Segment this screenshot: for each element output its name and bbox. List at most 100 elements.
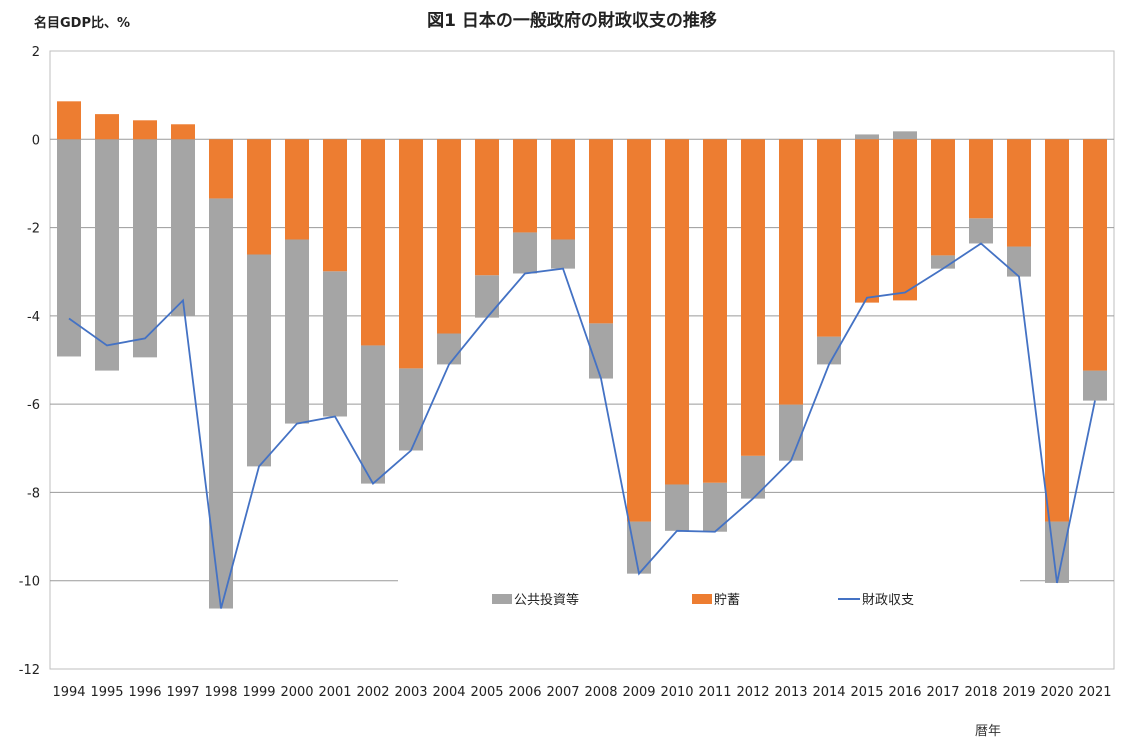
x-axis-label: 暦年 xyxy=(975,724,1002,739)
bar-savings xyxy=(1007,139,1031,247)
x-tick-label: 2013 xyxy=(774,685,807,700)
y-tick-label: -8 xyxy=(27,486,40,501)
bar-savings xyxy=(969,139,993,219)
bar-savings xyxy=(399,139,423,369)
y-tick-label: -12 xyxy=(19,663,40,678)
bar-savings xyxy=(361,139,385,346)
plot-border xyxy=(49,50,1115,670)
bar-savings xyxy=(817,139,841,337)
x-tick-label: 1999 xyxy=(242,685,275,700)
bar-savings xyxy=(627,139,651,522)
bar-savings xyxy=(1045,139,1069,522)
bar-public-investment xyxy=(475,275,499,318)
bar-public-investment xyxy=(589,323,613,379)
bar-public-investment xyxy=(323,271,347,417)
bar-public-investment xyxy=(855,134,879,140)
x-tick-label: 2015 xyxy=(850,685,883,700)
bar-public-investment xyxy=(1083,370,1107,401)
y-tick-label: -2 xyxy=(27,222,40,237)
x-tick-label: 2002 xyxy=(356,685,389,700)
legend-label: 財政収支 xyxy=(862,593,914,608)
y-tick-label: -4 xyxy=(27,310,40,325)
chart-title: 図1 日本の一般政府の財政収支の推移 xyxy=(427,11,717,31)
bar-public-investment xyxy=(1045,521,1069,583)
x-tick-label: 2003 xyxy=(394,685,427,700)
bar-savings xyxy=(57,101,81,140)
legend-label: 公共投資等 xyxy=(514,592,579,608)
x-tick-label: 2012 xyxy=(736,685,769,700)
x-tick-label: 2008 xyxy=(584,685,617,700)
legend-label: 貯蓄 xyxy=(714,593,740,608)
bar-savings xyxy=(95,114,119,140)
y-tick-label: 2 xyxy=(32,45,40,60)
bar-savings xyxy=(855,139,879,303)
bar-public-investment xyxy=(703,482,727,532)
bar-public-investment xyxy=(969,218,993,244)
y-axis-label: 名目GDP比、% xyxy=(34,16,131,31)
x-tick-label: 2005 xyxy=(470,685,503,700)
bar-public-investment xyxy=(893,131,917,140)
bar-savings xyxy=(513,139,537,233)
bar-public-investment xyxy=(665,484,689,531)
x-tick-label: 2011 xyxy=(698,685,731,700)
bar-public-investment xyxy=(1007,246,1031,277)
bar-public-investment xyxy=(779,404,803,461)
bar-public-investment xyxy=(95,139,119,371)
bar-savings xyxy=(589,139,613,324)
bar-savings xyxy=(323,139,347,272)
x-tick-label: 2014 xyxy=(812,685,845,700)
bar-savings xyxy=(209,139,233,199)
bar-public-investment xyxy=(513,232,537,274)
bar-savings xyxy=(779,139,803,405)
x-tick-label: 2010 xyxy=(660,685,693,700)
x-tick-label: 1996 xyxy=(128,685,161,700)
bar-public-investment xyxy=(399,368,423,451)
bar-public-investment xyxy=(741,455,765,499)
x-tick-label: 1997 xyxy=(166,685,199,700)
x-tick-label: 1994 xyxy=(52,685,85,700)
x-tick-label: 2004 xyxy=(432,685,465,700)
bar-public-investment xyxy=(285,239,309,424)
legend-swatch xyxy=(492,594,512,604)
bar-public-investment xyxy=(361,345,385,484)
x-tick-label: 2001 xyxy=(318,685,351,700)
bar-savings xyxy=(665,139,689,485)
y-tick-label: -6 xyxy=(27,398,40,413)
x-tick-label: 2016 xyxy=(888,685,921,700)
line-fiscal-balance xyxy=(68,242,1096,609)
bar-savings xyxy=(247,139,271,255)
y-tick-label: -10 xyxy=(19,575,40,590)
x-tick-label: 2020 xyxy=(1040,685,1073,700)
bar-public-investment xyxy=(551,239,575,269)
bar-public-investment xyxy=(57,139,81,357)
x-tick-label: 2006 xyxy=(508,685,541,700)
bar-savings xyxy=(1083,139,1107,371)
bar-public-investment xyxy=(133,139,157,358)
bar-savings xyxy=(551,139,575,240)
bar-savings xyxy=(741,139,765,456)
bar-savings xyxy=(703,139,727,483)
bar-public-investment xyxy=(171,139,195,316)
x-tick-label: 1998 xyxy=(204,685,237,700)
bar-savings xyxy=(931,139,955,256)
x-tick-label: 2021 xyxy=(1078,685,1111,700)
bar-public-investment xyxy=(437,333,461,365)
x-tick-label: 2017 xyxy=(926,685,959,700)
legend-swatch xyxy=(692,594,712,604)
x-tick-label: 2009 xyxy=(622,685,655,700)
bar-savings xyxy=(475,139,499,276)
x-tick-label: 2007 xyxy=(546,685,579,700)
x-tick-label: 2018 xyxy=(964,685,997,700)
bar-savings xyxy=(437,139,461,334)
bar-savings xyxy=(133,120,157,140)
bar-savings xyxy=(893,139,917,301)
x-tick-label: 2000 xyxy=(280,685,313,700)
bar-savings xyxy=(285,139,309,240)
x-tick-label: 1995 xyxy=(90,685,123,700)
y-tick-label: 0 xyxy=(32,133,40,148)
bar-savings xyxy=(171,124,195,140)
bar-public-investment xyxy=(247,254,271,467)
x-tick-label: 2019 xyxy=(1002,685,1035,700)
